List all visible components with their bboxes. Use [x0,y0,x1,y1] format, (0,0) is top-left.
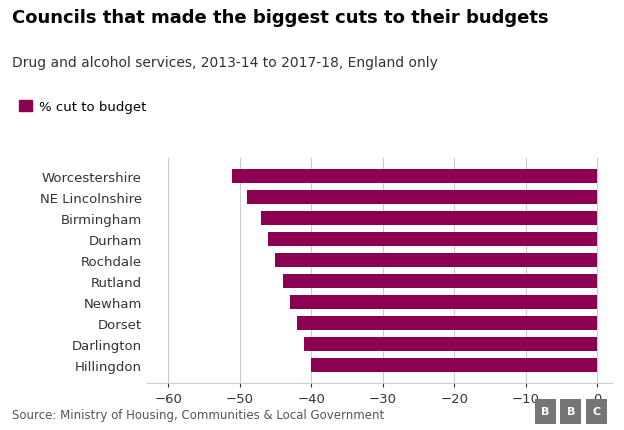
Bar [311,358,597,372]
FancyBboxPatch shape [560,399,582,424]
Bar [233,169,597,184]
Bar [304,337,597,352]
Bar [283,274,597,289]
FancyBboxPatch shape [586,399,607,424]
Bar [246,190,597,205]
Text: B: B [541,406,549,416]
Text: C: C [593,406,601,416]
Text: Councils that made the biggest cuts to their budgets: Councils that made the biggest cuts to t… [12,9,549,27]
Bar [297,316,597,331]
Legend: % cut to budget: % cut to budget [19,101,146,114]
Bar [290,295,597,310]
Bar [275,253,597,268]
Bar [268,232,597,247]
FancyBboxPatch shape [535,399,556,424]
Text: Source: Ministry of Housing, Communities & Local Government: Source: Ministry of Housing, Communities… [12,408,385,421]
Text: Drug and alcohol services, 2013-14 to 2017-18, England only: Drug and alcohol services, 2013-14 to 20… [12,56,438,70]
Text: B: B [567,406,575,416]
Bar [261,211,597,226]
